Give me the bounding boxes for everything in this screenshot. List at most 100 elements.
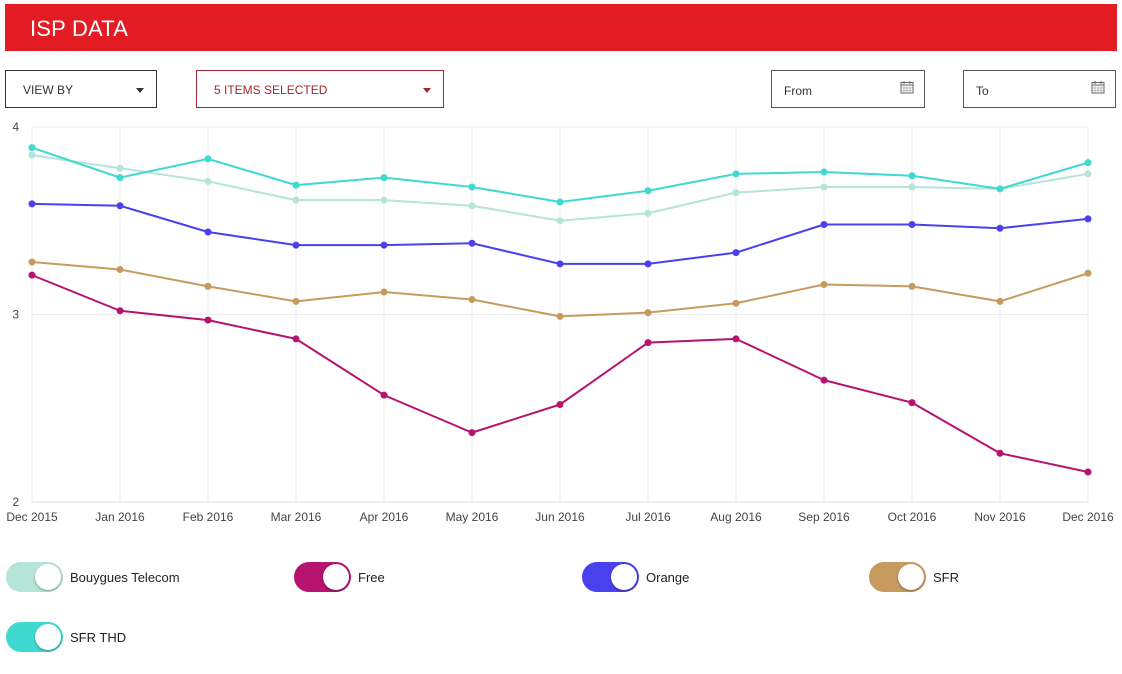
data-point-free xyxy=(908,399,916,407)
data-point-sfr xyxy=(292,297,300,305)
toggle-knob xyxy=(611,564,637,590)
data-point-sfr-thd xyxy=(820,168,828,176)
data-point-sfr-thd xyxy=(116,174,124,182)
data-point-sfr-thd xyxy=(292,181,300,189)
data-point-free xyxy=(204,316,212,324)
data-point-sfr xyxy=(468,296,476,303)
data-point-orange xyxy=(644,260,652,268)
isp-line-chart: 2 3 4 Dec 2015 Jan 2016 Feb 2016 Mar 2016 Apr 2… xyxy=(6,120,1114,524)
data-point-sfr-thd xyxy=(556,198,564,206)
x-tick-label: Dec 2016 xyxy=(1062,510,1114,524)
data-point-free xyxy=(820,376,828,384)
data-point-bouygues-telecom xyxy=(28,151,36,159)
page-title: ISP DATA xyxy=(30,16,129,41)
view-by-dropdown[interactable]: VIEW BY xyxy=(5,70,157,108)
data-point-bouygues-telecom xyxy=(820,183,828,191)
toggle-switch[interactable] xyxy=(6,622,63,652)
data-point-bouygues-telecom xyxy=(732,189,740,197)
data-point-sfr xyxy=(204,282,212,290)
data-point-orange xyxy=(204,228,212,236)
data-point-orange xyxy=(28,200,36,208)
data-point-sfr-thd xyxy=(732,170,740,178)
data-point-bouygues-telecom xyxy=(644,209,652,217)
data-point-sfr-thd xyxy=(1084,159,1092,167)
data-point-free xyxy=(28,271,36,279)
from-date-input[interactable]: From xyxy=(771,70,925,108)
data-point-sfr xyxy=(380,288,388,296)
legend-label: SFR THD xyxy=(70,630,127,645)
x-tick-label: Jul 2016 xyxy=(625,510,671,524)
data-point-sfr xyxy=(820,281,828,288)
legend-label: Bouygues Telecom xyxy=(70,570,180,585)
data-point-bouygues-telecom xyxy=(116,164,124,172)
data-point-bouygues-telecom xyxy=(292,196,300,204)
chevron-down-icon xyxy=(423,88,431,93)
legend-label: SFR xyxy=(933,570,959,585)
legend-label: Orange xyxy=(646,570,690,585)
data-point-free xyxy=(1084,468,1092,476)
data-point-free xyxy=(732,335,740,343)
data-point-sfr xyxy=(996,297,1004,305)
calendar-icon[interactable] xyxy=(900,80,914,94)
data-point-sfr-thd xyxy=(204,155,212,163)
data-point-free xyxy=(468,429,476,437)
data-point-free xyxy=(556,401,564,408)
data-point-free xyxy=(996,449,1004,457)
data-point-orange xyxy=(292,241,300,249)
data-point-orange xyxy=(908,221,916,228)
data-point-orange xyxy=(996,224,1004,232)
x-tick-label: Dec 2015 xyxy=(6,510,58,524)
data-point-orange xyxy=(732,249,740,257)
data-point-orange xyxy=(556,260,564,268)
from-date-placeholder: From xyxy=(784,84,812,98)
x-tick-label: Oct 2016 xyxy=(888,510,937,524)
data-point-sfr xyxy=(28,258,36,266)
x-tick-label: Apr 2016 xyxy=(360,510,409,524)
items-selected-dropdown[interactable]: 5 ITEMS SELECTED xyxy=(196,70,444,108)
toggle-knob xyxy=(35,624,61,650)
data-point-orange xyxy=(468,239,476,247)
data-point-sfr-thd xyxy=(28,144,36,152)
y-tick-label: 2 xyxy=(12,495,19,509)
data-point-bouygues-telecom xyxy=(556,217,564,225)
x-tick-label: May 2016 xyxy=(446,510,499,524)
data-point-orange xyxy=(380,241,388,249)
data-point-sfr xyxy=(116,266,124,273)
to-date-input[interactable]: To xyxy=(963,70,1116,108)
calendar-icon[interactable] xyxy=(1091,80,1105,94)
items-selected-label: 5 ITEMS SELECTED xyxy=(214,83,328,97)
data-point-bouygues-telecom xyxy=(468,202,476,210)
data-point-orange xyxy=(820,221,828,228)
chevron-down-icon xyxy=(136,88,144,93)
toggle-knob xyxy=(898,564,924,590)
x-tick-label: Nov 2016 xyxy=(974,510,1026,524)
data-point-sfr-thd xyxy=(380,174,388,182)
header-bar: ISP DATA xyxy=(5,4,1117,51)
data-point-bouygues-telecom xyxy=(908,183,916,191)
legend-label: Free xyxy=(358,570,385,585)
data-point-sfr xyxy=(644,309,652,317)
data-point-free xyxy=(116,307,124,315)
x-tick-label: Aug 2016 xyxy=(710,510,762,524)
toggle-switch[interactable] xyxy=(582,562,639,592)
data-point-orange xyxy=(1084,215,1092,223)
toggle-switch[interactable] xyxy=(294,562,351,592)
data-point-sfr-thd xyxy=(996,185,1004,193)
x-tick-label: Mar 2016 xyxy=(271,510,322,524)
x-tick-label: Jan 2016 xyxy=(95,510,145,524)
data-point-bouygues-telecom xyxy=(204,177,212,185)
data-point-free xyxy=(644,339,652,347)
data-point-sfr-thd xyxy=(908,172,916,180)
toggle-switch[interactable] xyxy=(869,562,926,592)
data-point-orange xyxy=(116,202,124,210)
data-point-sfr-thd xyxy=(644,187,652,195)
view-by-label: VIEW BY xyxy=(23,83,74,97)
data-point-sfr xyxy=(908,282,916,290)
toggle-switch[interactable] xyxy=(6,562,63,592)
data-point-bouygues-telecom xyxy=(380,196,388,204)
x-tick-label: Jun 2016 xyxy=(535,510,585,524)
data-point-bouygues-telecom xyxy=(1084,170,1092,178)
y-tick-label: 3 xyxy=(12,308,19,322)
toggle-knob xyxy=(323,564,349,590)
x-tick-label: Feb 2016 xyxy=(183,510,234,524)
